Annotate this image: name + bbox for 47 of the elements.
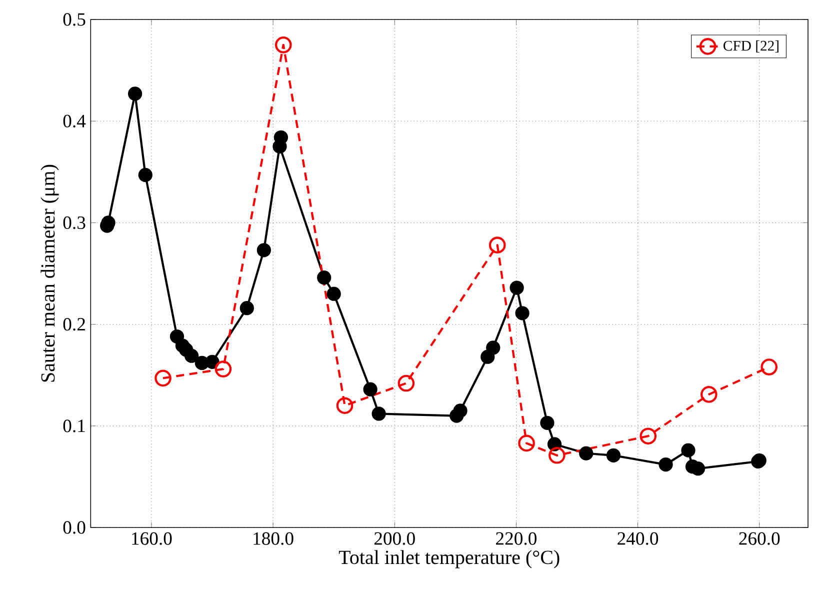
point: [540, 416, 554, 430]
point: [138, 168, 152, 182]
x-tick-label: 240.0: [618, 532, 658, 545]
x-tick-label: 220.0: [496, 532, 536, 545]
point: [214, 360, 232, 378]
point: [579, 446, 594, 460]
x-tick-label: 160.0: [132, 532, 172, 545]
point: [510, 280, 524, 295]
y-axis-title: Sauter mean diameter (μm): [40, 164, 59, 382]
point: [515, 306, 530, 320]
point: [606, 448, 621, 462]
point: [336, 397, 354, 414]
point: [240, 301, 254, 316]
point: [363, 382, 378, 396]
point: [272, 139, 287, 154]
y-tick-label: 0.0: [63, 521, 86, 534]
point: [548, 446, 566, 464]
y-tick-label: 0.2: [63, 318, 85, 331]
point: [184, 348, 199, 363]
point: [326, 286, 341, 301]
y-tick-label: 0.1: [63, 420, 85, 432]
point: [486, 340, 500, 355]
point: [398, 374, 415, 392]
point: [690, 462, 706, 476]
point: [453, 404, 468, 418]
point: [274, 36, 292, 54]
point: [205, 354, 220, 369]
legend-label: CFD [22]: [724, 40, 778, 53]
x-tick-label: 200.0: [374, 532, 415, 545]
point: [317, 270, 332, 285]
point: [681, 443, 696, 458]
point: [760, 358, 778, 376]
point: [518, 434, 535, 452]
x-axis-title: Total inlet temperature (°C): [338, 550, 560, 568]
point: [658, 457, 673, 472]
x-tick-label: 260.0: [739, 532, 780, 545]
y-tick-label: 0.5: [63, 13, 86, 26]
point: [640, 428, 657, 444]
point: [128, 86, 142, 101]
point: [372, 406, 386, 421]
y-tick-label: 0.3: [63, 216, 86, 230]
x-tick-label: 180.0: [254, 532, 294, 545]
point: [700, 386, 718, 403]
y-tick-label: 0.4: [63, 114, 86, 128]
point: [488, 236, 506, 254]
point: [154, 370, 172, 387]
point: [256, 243, 271, 258]
